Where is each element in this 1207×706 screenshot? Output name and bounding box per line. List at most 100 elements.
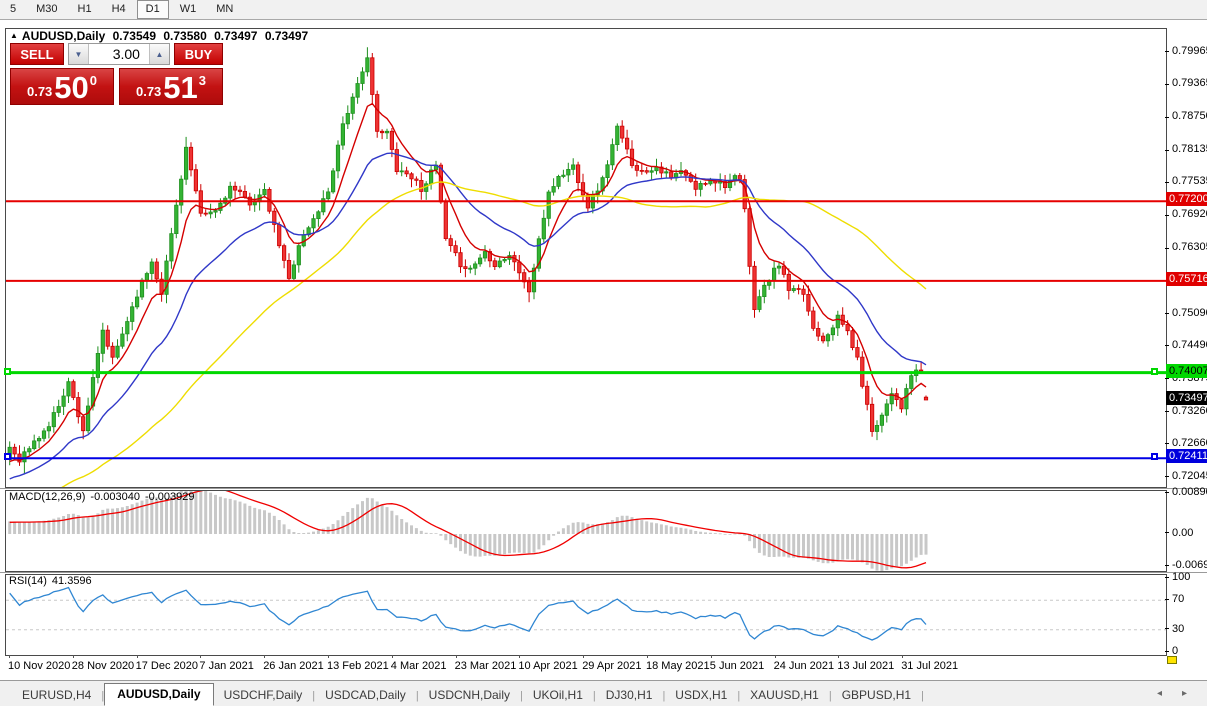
date-tick-mark	[774, 655, 776, 658]
horizontal-lines[interactable]	[6, 200, 1166, 460]
tab-separator: |	[592, 690, 596, 702]
hline-anchor-handle[interactable]	[4, 367, 11, 375]
macd-tick-mark	[1165, 564, 1169, 566]
macd-histogram	[8, 491, 928, 571]
chart-tab-usdchf-daily[interactable]: USDCHF,Daily	[223, 688, 303, 702]
volume-input[interactable]: 3.00	[88, 44, 149, 64]
chart-tab-gbpusd-h1[interactable]: GBPUSD,H1	[841, 688, 912, 702]
tab-separator: |	[737, 690, 741, 702]
date-tick-mark	[902, 655, 904, 658]
timeframe-button-d1[interactable]: D1	[136, 0, 169, 19]
chart-tab-dj30-h1[interactable]: DJ30,H1	[605, 688, 653, 702]
tab-scroll-arrows: ◂ ▸	[1147, 681, 1207, 706]
rsi-tick-mark	[1165, 576, 1169, 578]
chart-tab-xauusd-h1[interactable]: XAUUSD,H1	[750, 688, 819, 702]
collapse-triangle-icon[interactable]: ▲	[10, 31, 18, 40]
tab-scroll-left-icon[interactable]: ◂	[1156, 688, 1162, 699]
rsi-line	[9, 586, 927, 641]
price-tick-mark	[1165, 476, 1169, 478]
chart-tab-eurusd-h4[interactable]: EURUSD,H4	[22, 688, 92, 702]
ohlc-close: 0.73497	[264, 29, 309, 43]
one-click-trading-panel: SELL ▼ 3.00 ▲ BUY 0.73 50 0 0.73 51 3	[10, 43, 223, 105]
macd-axis-label: 0.008903	[1172, 486, 1207, 498]
hline-anchor-handle[interactable]	[1151, 453, 1158, 461]
rsi-tick-mark	[1165, 650, 1169, 652]
timeframe-button-h1[interactable]: H1	[77, 3, 92, 15]
date-label: 24 Jun 2021	[773, 660, 835, 672]
rsi-indicator-name: RSI(14)	[9, 575, 47, 587]
timeframe-button-mn[interactable]: MN	[216, 3, 234, 15]
buy-price-box[interactable]: 0.73 51 3	[119, 68, 223, 105]
hline-anchor-handle[interactable]	[4, 453, 11, 461]
macd-signal-line	[9, 491, 927, 569]
chart-tab-usdcad-daily[interactable]: USDCAD,Daily	[325, 688, 406, 702]
current-price-tag: 0.73497	[1166, 390, 1207, 405]
tab-scroll-right-icon[interactable]: ▸	[1181, 688, 1187, 699]
chart-title: ▲ AUDUSD,Daily 0.73549 0.73580 0.73497 0.…	[10, 29, 312, 43]
buy-price-prefix: 0.73	[135, 84, 162, 99]
macd-pane[interactable]	[5, 490, 1167, 572]
tab-separator: |	[921, 690, 924, 702]
date-label: 29 Apr 2021	[582, 660, 642, 672]
date-tick-mark	[838, 655, 840, 658]
date-label: 17 Dec 2020	[135, 660, 198, 672]
timeframe-button-w1[interactable]: W1	[179, 3, 197, 15]
chart-tab-usdcnh-daily[interactable]: USDCNH,Daily	[428, 688, 511, 702]
price-tick-mark	[1165, 411, 1169, 413]
tab-separator: |	[520, 690, 523, 702]
price-shift-marker[interactable]	[1167, 656, 1177, 664]
price-tick-mark	[1165, 345, 1169, 347]
rsi-axis-label: 0	[1172, 645, 1179, 657]
sell-price-pips: 50	[54, 70, 89, 105]
tab-separator: |	[312, 690, 316, 702]
date-tick-mark	[455, 655, 457, 658]
timeframe-button-h4[interactable]: H4	[111, 3, 126, 15]
rsi-pane[interactable]	[5, 574, 1167, 656]
date-label: 5 Jun 2021	[709, 660, 765, 672]
date-tick-mark	[72, 655, 74, 658]
price-tick-label: 0.79365	[1172, 77, 1207, 90]
resistance-price-tag: 0.75716	[1166, 271, 1207, 286]
volume-increase-icon[interactable]: ▲	[148, 44, 169, 64]
sell-price-point: 0	[89, 73, 98, 88]
price-tick-mark	[1165, 116, 1169, 118]
sell-price-prefix: 0.73	[26, 84, 53, 99]
chart-tab-usdx-h1[interactable]: USDX,H1	[675, 688, 728, 702]
resistance-price-tag: 0.77200	[1166, 192, 1207, 207]
macd-label: MACD(12,26,9) -0.003040 -0.003929	[9, 491, 200, 503]
buy-button[interactable]: BUY	[173, 43, 223, 65]
buy-price-point: 3	[198, 73, 207, 88]
tab-separator: |	[662, 690, 666, 702]
date-tick-mark	[710, 655, 712, 658]
date-label: 4 Mar 2021	[390, 660, 447, 672]
support-price-tag: 0.74007	[1166, 363, 1207, 378]
macd-axis-label: -0.00697	[1172, 559, 1207, 572]
date-label: 23 Mar 2021	[454, 660, 517, 672]
pane-splitter[interactable]	[0, 572, 1207, 573]
tab-separator: |	[101, 690, 105, 702]
chart-tab-ukoil-h1[interactable]: UKOil,H1	[532, 688, 583, 702]
date-label: 10 Apr 2021	[518, 660, 578, 672]
sell-price-box[interactable]: 0.73 50 0	[10, 68, 114, 105]
pane-splitter[interactable]	[0, 488, 1207, 489]
sell-button[interactable]: SELL	[10, 43, 64, 65]
timeframe-button-m30[interactable]: M30	[36, 3, 58, 15]
hline-anchor-handle[interactable]	[1151, 367, 1158, 375]
macd-tick-mark	[1165, 491, 1169, 493]
volume-decrease-icon[interactable]: ▼	[68, 44, 89, 64]
macd-main-value: -0.003040	[90, 491, 140, 503]
date-label: 28 Nov 2020	[71, 660, 135, 672]
chart-tab-audusd-daily[interactable]: AUDUSD,Daily	[104, 683, 214, 706]
price-tick-mark	[1165, 313, 1169, 315]
price-tick-label: 0.72045	[1172, 469, 1207, 482]
timeframe-button-5[interactable]: 5	[10, 3, 17, 15]
date-label: 31 Jul 2021	[901, 660, 959, 672]
price-tick-mark	[1165, 51, 1169, 53]
date-tick-mark	[136, 655, 138, 658]
tab-separator: |	[415, 690, 419, 702]
